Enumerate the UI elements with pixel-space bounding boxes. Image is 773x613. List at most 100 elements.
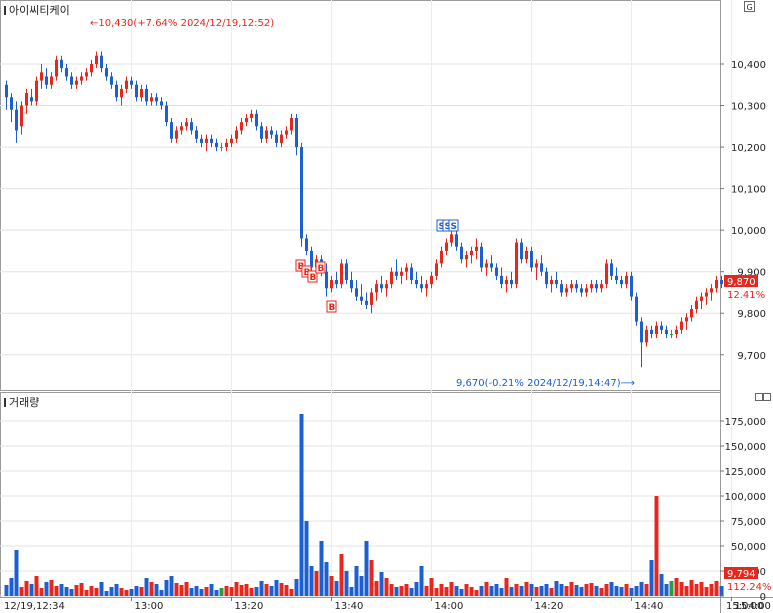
volume-bar [709,584,714,596]
volume-bar [289,589,294,596]
candle-body [290,118,293,131]
candle-body [145,88,148,102]
volume-bar [234,582,239,596]
x-label-corner: 15:04:00 [726,601,771,612]
candle-body [345,263,348,280]
signal-label: S [439,222,445,232]
candle-body [575,284,578,289]
volume-bar [219,588,224,596]
signal-box [315,261,326,274]
volume-bar [464,584,469,596]
volume-bar [529,584,534,596]
candle-body [55,59,58,77]
current-price-tag-bg [724,275,758,287]
volume-bar [689,580,694,596]
candle-body [435,263,438,276]
volume-title: 거래량 [9,396,39,409]
volume-bar [24,581,29,596]
candle-body [245,118,248,123]
candle-body [565,288,568,293]
candle-body [495,267,498,276]
volume-bar [494,584,499,596]
candle-body [190,122,193,131]
time-tick-label: 15:00 [735,601,764,612]
volume-bar [294,579,299,596]
candle-body [605,263,608,285]
volume-tick-label: 75,000 [731,517,766,528]
candle-body [505,280,508,285]
candle-body [380,284,383,289]
candle-body [280,134,283,143]
candle-body [690,309,693,318]
price-tick-label: 10,300 [731,102,766,113]
volume-bar [424,586,429,596]
volume-bar [189,588,194,596]
volume-bar [444,587,449,596]
volume-bar [104,591,109,596]
settings-button[interactable]: G [744,1,755,13]
volume-bar [719,586,724,596]
volume-bar [374,581,379,596]
volume-bar [244,584,249,596]
close-icon[interactable] [763,393,771,401]
candle-body [685,317,688,322]
volume-bar [329,576,334,596]
candle-body [450,234,453,243]
candle-body [25,93,28,106]
candle-body [655,325,658,334]
candle-body [640,321,643,343]
volume-bar [659,574,664,596]
volume-panel-buttons[interactable] [755,393,771,401]
candle-body [140,88,143,98]
candle-body [70,76,73,85]
volume-bar [79,583,84,596]
time-tick-label: 13:20 [235,601,264,612]
candle-body [475,246,478,251]
time-tick-label: 14:40 [635,601,664,612]
volume-bar [399,586,404,596]
candle-body [535,263,538,268]
restore-icon[interactable] [755,393,763,401]
volume-bar [69,589,74,596]
volume-bar [389,584,394,596]
candle-body [580,288,583,293]
candle-body [330,280,333,289]
current-price-change: 12.41% [727,290,765,301]
signal-label: B [329,303,336,313]
current-volume-change: 112.24% [727,582,772,593]
candle-body [20,105,23,127]
volume-bar [84,590,89,596]
volume-bar [109,587,114,596]
volume-bar [144,578,149,596]
volume-tick-label: 125,000 [725,467,766,478]
candle-body [470,250,473,256]
signal-label: B [318,264,325,274]
candle-body [105,68,108,77]
volume-bar [154,584,159,596]
candle-body [370,292,373,305]
volume-bar [44,582,49,596]
candle-body [5,84,8,98]
signal-label: B [310,273,317,283]
volume-bar [269,586,274,596]
time-tick-label: 13:40 [335,601,364,612]
candle-body [185,122,188,127]
volume-bar [39,588,44,596]
volume-bar [674,578,679,596]
candle-body [250,113,253,118]
volume-bar [434,588,439,596]
x-label-start: 12/19,12:34 [4,601,65,612]
volume-bar [34,576,39,596]
volume-bar [274,580,279,596]
candle-body [525,250,528,260]
volume-bar [609,582,614,596]
volume-bar [534,587,539,596]
volume-bar [569,582,574,596]
price-tick-label: 10,400 [731,60,766,71]
candle-body [150,97,153,102]
volume-bar [344,571,349,596]
candle-body [170,122,173,139]
volume-bar [504,578,509,596]
sell-signal-marker: S [448,219,459,232]
